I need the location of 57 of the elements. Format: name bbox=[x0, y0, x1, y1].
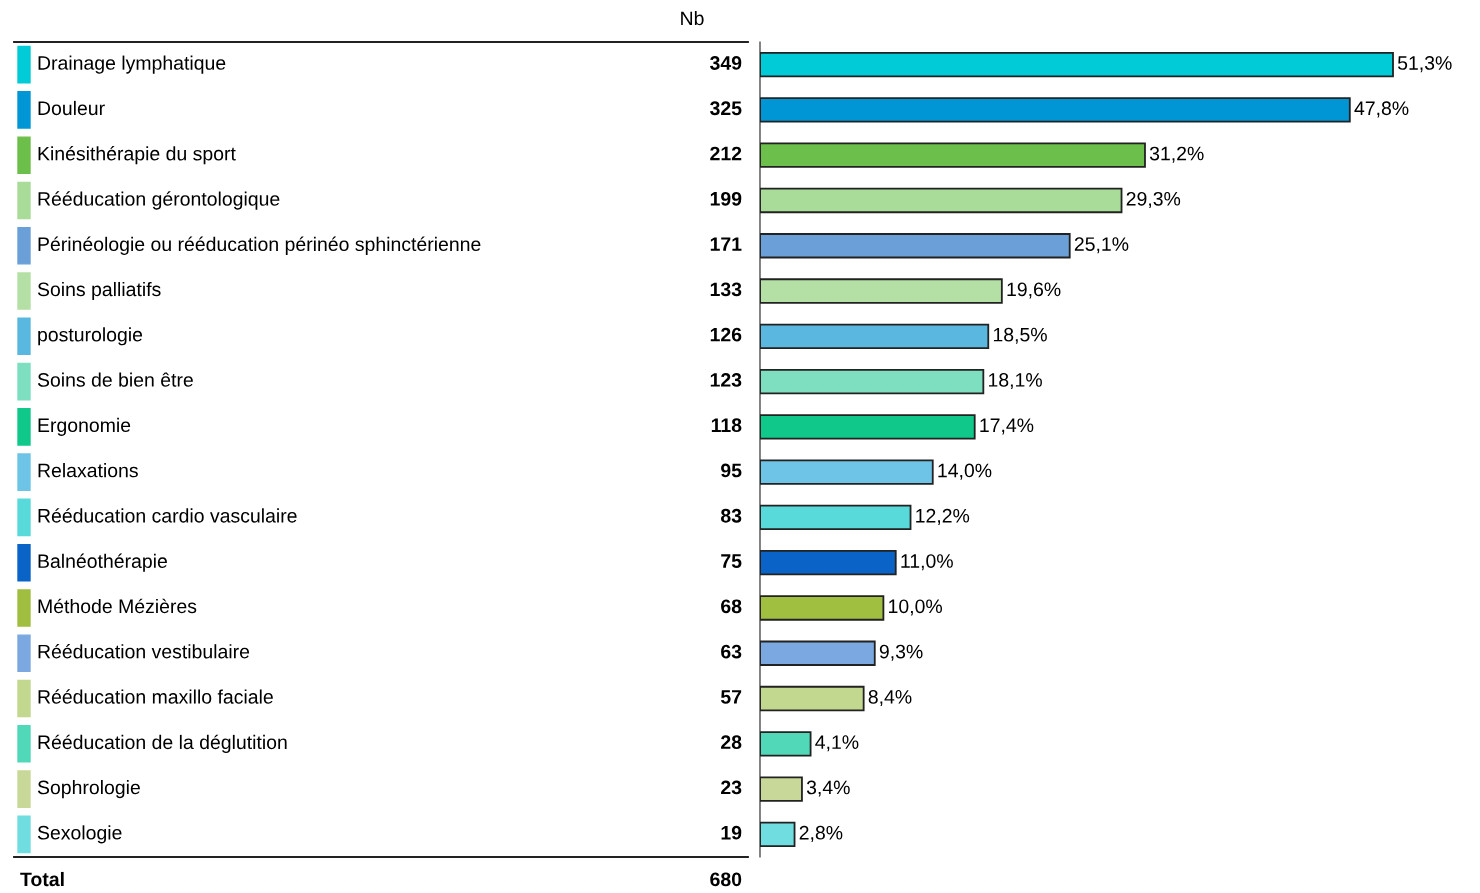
data-label: 2,8% bbox=[799, 825, 843, 842]
text: 126 bbox=[710, 327, 742, 342]
text: 57 bbox=[720, 690, 742, 704]
text: 123 bbox=[710, 373, 742, 387]
text: 83 bbox=[720, 508, 742, 523]
data-label: 4,1% bbox=[815, 735, 859, 752]
y-tick-label: Rééducation vestibulaire bbox=[38, 643, 250, 659]
data-label: 29,3% bbox=[1126, 191, 1181, 208]
y-tick-label: Rééducation maxillo faciale bbox=[38, 689, 273, 704]
data-label: 3,4% bbox=[806, 780, 850, 797]
text: 325 bbox=[710, 101, 742, 116]
y-tick-label: Kinésithérapie du sport bbox=[38, 146, 236, 165]
y-tick-label: Relaxations bbox=[38, 463, 138, 478]
data-label: 51,3% bbox=[1397, 56, 1452, 73]
data-label: 18,1% bbox=[988, 373, 1042, 390]
y-tick-label: posturologie bbox=[38, 327, 143, 346]
y-tick-label: Méthode Mézières bbox=[38, 598, 197, 614]
text: 75 bbox=[721, 554, 742, 568]
text: 95 bbox=[721, 463, 742, 478]
data-label: 31,2% bbox=[1149, 146, 1204, 163]
data-label: 25,1% bbox=[1074, 237, 1129, 254]
text: 680 bbox=[710, 872, 742, 887]
data-label: 18,5% bbox=[993, 327, 1047, 344]
text: 349 bbox=[710, 56, 742, 70]
data-label: 14,0% bbox=[938, 463, 992, 480]
y-tick-label: Rééducation gérontologique bbox=[38, 191, 280, 210]
data-label: 10,0% bbox=[889, 599, 942, 616]
text: 133 bbox=[710, 282, 742, 297]
text: 171 bbox=[710, 237, 742, 251]
text: 118 bbox=[711, 418, 742, 433]
data-label: 12,2% bbox=[916, 508, 970, 525]
y-tick-label: Douleur bbox=[38, 100, 105, 116]
text: 63 bbox=[721, 644, 742, 659]
data-label: 9,3% bbox=[879, 644, 923, 661]
y-tick-label: Rééducation de la déglutition bbox=[38, 734, 287, 753]
data-label: 17,4% bbox=[980, 418, 1034, 435]
y-tick-label: Balnéothérapie bbox=[38, 553, 167, 572]
data-label: 19,6% bbox=[1007, 282, 1061, 299]
y-tick-label: Ergonomie bbox=[38, 417, 131, 436]
text: 212 bbox=[710, 146, 742, 161]
text: Total bbox=[20, 871, 64, 887]
y-tick-label: Soins de bien être bbox=[37, 372, 193, 387]
data-label: 47,8% bbox=[1354, 101, 1409, 118]
text: 28 bbox=[721, 735, 742, 750]
y-tick-label: Drainage lymphatique bbox=[38, 55, 226, 74]
text: 199 bbox=[710, 191, 742, 206]
y-tick-label: Périnéologie ou rééducation périnéo sphinctérienne bbox=[38, 236, 481, 255]
y-tick-label: Soins palliatifs bbox=[37, 281, 161, 301]
text: Nb bbox=[681, 10, 704, 26]
data-label: 8,4% bbox=[868, 689, 912, 707]
y-tick-label: Sophrologie bbox=[37, 780, 140, 799]
text: 23 bbox=[721, 780, 742, 795]
data-label: 11,0% bbox=[901, 554, 953, 571]
text: 19 bbox=[721, 825, 742, 840]
text: 68 bbox=[721, 599, 742, 614]
y-tick-label: Rééducation cardio vasculaire bbox=[38, 508, 297, 523]
y-tick-label: Sexologie bbox=[37, 825, 122, 844]
